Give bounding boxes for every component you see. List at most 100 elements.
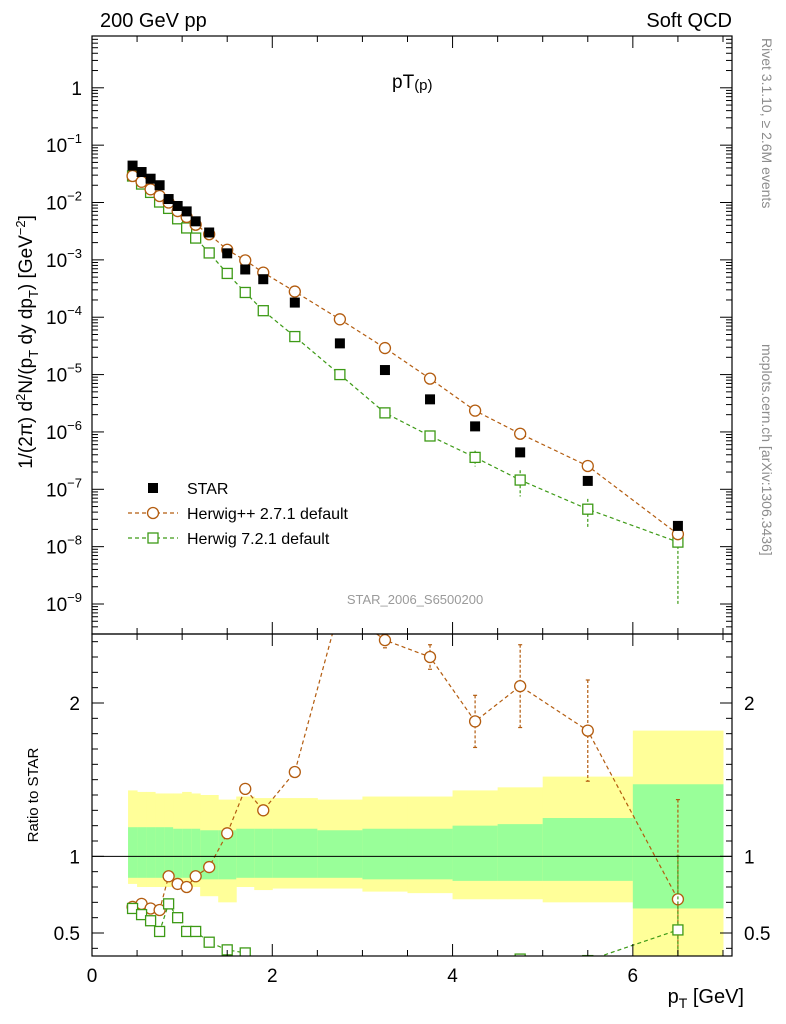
- y-tick-base: 10: [46, 423, 67, 444]
- data-point: [257, 305, 269, 317]
- x-tick-label: 2: [267, 966, 278, 987]
- data-point: [469, 451, 481, 464]
- data-point: [163, 194, 174, 205]
- y-label-part: dy dp: [16, 298, 37, 350]
- ratio-point: [468, 715, 482, 728]
- series-line: [132, 175, 679, 543]
- y-tick-exp: −8: [67, 533, 82, 548]
- data-point: [582, 475, 593, 486]
- y-tick-base: 10: [46, 194, 67, 215]
- band-inner-bin: [164, 827, 174, 878]
- ratio-point: [514, 679, 527, 693]
- data-point: [289, 330, 301, 343]
- y-tick-exp: −2: [67, 189, 82, 204]
- data-point: [288, 285, 301, 298]
- y-tick-label: 10−7: [46, 475, 82, 501]
- y-tick-exp: −4: [67, 303, 82, 318]
- ratio-point: [581, 724, 594, 737]
- y-tick-label: 10−1: [46, 131, 82, 157]
- legend-marker: [146, 506, 160, 520]
- y-tick-label: 10−2: [46, 189, 82, 215]
- band-inner-bin: [182, 828, 192, 878]
- data-point: [239, 254, 252, 267]
- ratio-point: [470, 960, 480, 970]
- y-label-part: 1/(2π) d: [16, 401, 37, 469]
- ratio-point: [335, 960, 345, 970]
- data-point: [135, 175, 148, 188]
- data-point: [468, 404, 482, 417]
- y-axis-label-main: 1/(2π) d2N/(pT dy dpT) [GeV−2]: [13, 215, 41, 469]
- ratio-point: [239, 947, 251, 956]
- ratio-point: [144, 915, 157, 927]
- ratio-point: [425, 969, 435, 979]
- ratio-point: [380, 977, 390, 987]
- data-point: [424, 430, 436, 442]
- x-label-sub: T: [679, 995, 688, 1011]
- data-point: [190, 232, 202, 244]
- y-tick-label: 10−8: [46, 533, 82, 559]
- x-label-p: p: [668, 986, 679, 1008]
- data-point: [581, 459, 594, 473]
- legend-marker: [148, 483, 158, 493]
- y-tick-exp: −9: [67, 590, 82, 605]
- data-point: [334, 368, 346, 381]
- y-label-part: ]: [16, 215, 37, 220]
- ratio-line: [132, 634, 679, 911]
- ratio-point: [257, 804, 270, 817]
- data-point: [289, 297, 300, 308]
- ratio-point: [221, 827, 234, 840]
- ratio-series-layer: [126, 601, 685, 987]
- band-inner-bin: [362, 828, 408, 880]
- ratio-point: [514, 953, 526, 956]
- ratio-point: [582, 954, 594, 956]
- ratio-y-tick-label: 1: [69, 847, 80, 868]
- legend-marker: [147, 532, 159, 544]
- band-inner-bin: [317, 830, 363, 878]
- data-point: [333, 313, 347, 326]
- axes: 0 2 4 6110−110−210−310−410−510−610−710−810−…: [46, 35, 770, 987]
- x-axis-label: pT [GeV]: [668, 986, 744, 1011]
- data-point: [423, 372, 437, 385]
- ratio-point: [153, 903, 166, 917]
- ratio-y-tick-label-right: 0.5: [744, 924, 770, 945]
- ratio-point: [290, 965, 300, 975]
- data-point: [154, 180, 165, 191]
- band-inner-bin: [254, 828, 273, 878]
- data-point: [203, 247, 215, 259]
- ratio-point: [672, 924, 684, 936]
- ratio-point: [288, 765, 301, 779]
- ratio-point: [423, 650, 437, 664]
- band-inner-bin: [137, 827, 147, 878]
- data-point: [470, 421, 481, 432]
- legend-label: STAR: [187, 481, 228, 498]
- ratio-point: [126, 902, 139, 915]
- x-tick-label: 4: [447, 966, 458, 987]
- band-inner-bin: [236, 828, 255, 878]
- band-inner-bin: [272, 828, 318, 878]
- legend: STAR Herwig++ 2.7.1 default Herwig 7.2.1 d…: [128, 481, 349, 548]
- y-tick-label: 10−9: [46, 590, 82, 616]
- y-tick-base: 1: [71, 79, 82, 100]
- ratio-point: [334, 601, 345, 612]
- data-point: [379, 365, 390, 376]
- y-label-part: T: [26, 350, 41, 358]
- y-label-part: T: [26, 290, 41, 298]
- ratio-point: [153, 925, 166, 938]
- legend-label: Herwig++ 2.7.1 default: [187, 506, 349, 523]
- y-tick-exp: −1: [67, 131, 82, 146]
- band-inner-bin: [173, 828, 183, 878]
- data-point: [239, 286, 251, 299]
- plot-title-main: pT: [392, 72, 415, 93]
- ratio-y-tick-label: 2: [69, 694, 80, 715]
- ratio-point: [162, 870, 175, 883]
- y-tick-base: 10: [46, 251, 67, 272]
- analysis-watermark: STAR_2006_S6500200: [347, 592, 483, 607]
- y-tick-exp: −7: [67, 475, 82, 490]
- ratio-point: [162, 898, 175, 910]
- data-point: [222, 248, 233, 259]
- y-label-part: N/(p: [16, 358, 37, 394]
- ratio-point: [180, 880, 193, 894]
- x-tick-label: 6: [628, 966, 639, 987]
- data-point: [672, 520, 683, 531]
